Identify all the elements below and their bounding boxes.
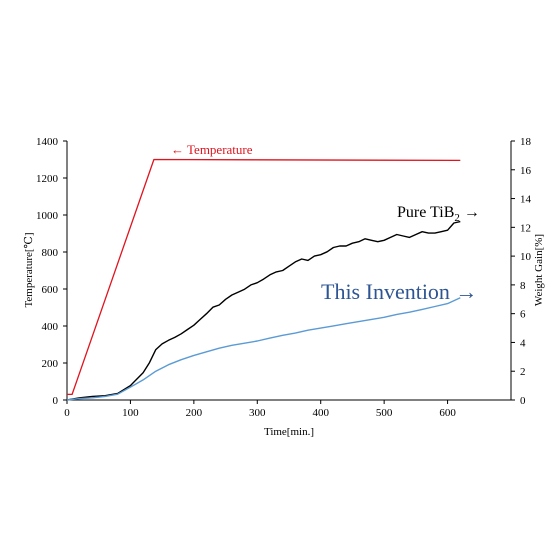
y-left-tick-label: 1400 [36,136,59,148]
y-right-tick-label: 6 [520,309,526,321]
pure-tib2-annotation-arrow: → [460,204,480,221]
y-axis-right-label: Weight Gain[%] [533,234,545,306]
series-line-pure-tib2 [66,220,461,401]
y-right-tick-label: 2 [520,366,526,378]
y-left-tick-label: 400 [42,321,59,333]
y-right-tick-label: 16 [520,165,532,177]
y-left-tick-label: 0 [53,395,59,407]
y-left-tick-label: 200 [42,358,59,370]
series-line-this-invention [66,297,461,401]
axes: 0 100 200 300 400 500 600020040060080010001200… [36,136,532,419]
y-right-tick-label: 12 [520,222,531,234]
x-tick-label: 300 [249,407,266,419]
this-invention-annotation: This Invention → [321,279,477,304]
y-left-tick-label: 600 [42,284,59,296]
x-tick-label: 600 [439,407,456,419]
x-axis-label: Time[min.] [264,426,314,438]
x-tick-label: 0 [64,407,70,419]
pure-tib2-annotation: Pure TiB2 → [397,204,480,224]
y-right-tick-label: 4 [520,337,526,349]
x-tick-label: 100 [122,407,139,419]
x-tick-label: 200 [186,407,203,419]
series-line-temperature [67,158,461,396]
y-axis-left-label: Temperature[℃] [23,232,35,307]
y-right-tick-label: 8 [520,280,526,292]
x-tick-label: 500 [376,407,393,419]
pure-tib2-annotation-subscript: 2 [454,212,460,224]
x-tick-label: 400 [312,407,329,419]
y-right-tick-label: 10 [520,251,532,263]
y-left-tick-label: 1000 [36,210,59,222]
y-right-tick-label: 0 [520,395,526,407]
annotations: ← Temperature Pure TiB2 → This Invention… [171,142,480,304]
series-layer [66,158,461,401]
y-right-tick-label: 18 [520,136,532,148]
y-right-tick-label: 14 [520,194,532,206]
pure-tib2-annotation-main: Pure TiB [397,204,454,221]
temperature-annotation: ← Temperature [171,142,253,157]
y-left-tick-label: 1200 [36,173,59,185]
y-left-tick-label: 800 [42,247,59,259]
